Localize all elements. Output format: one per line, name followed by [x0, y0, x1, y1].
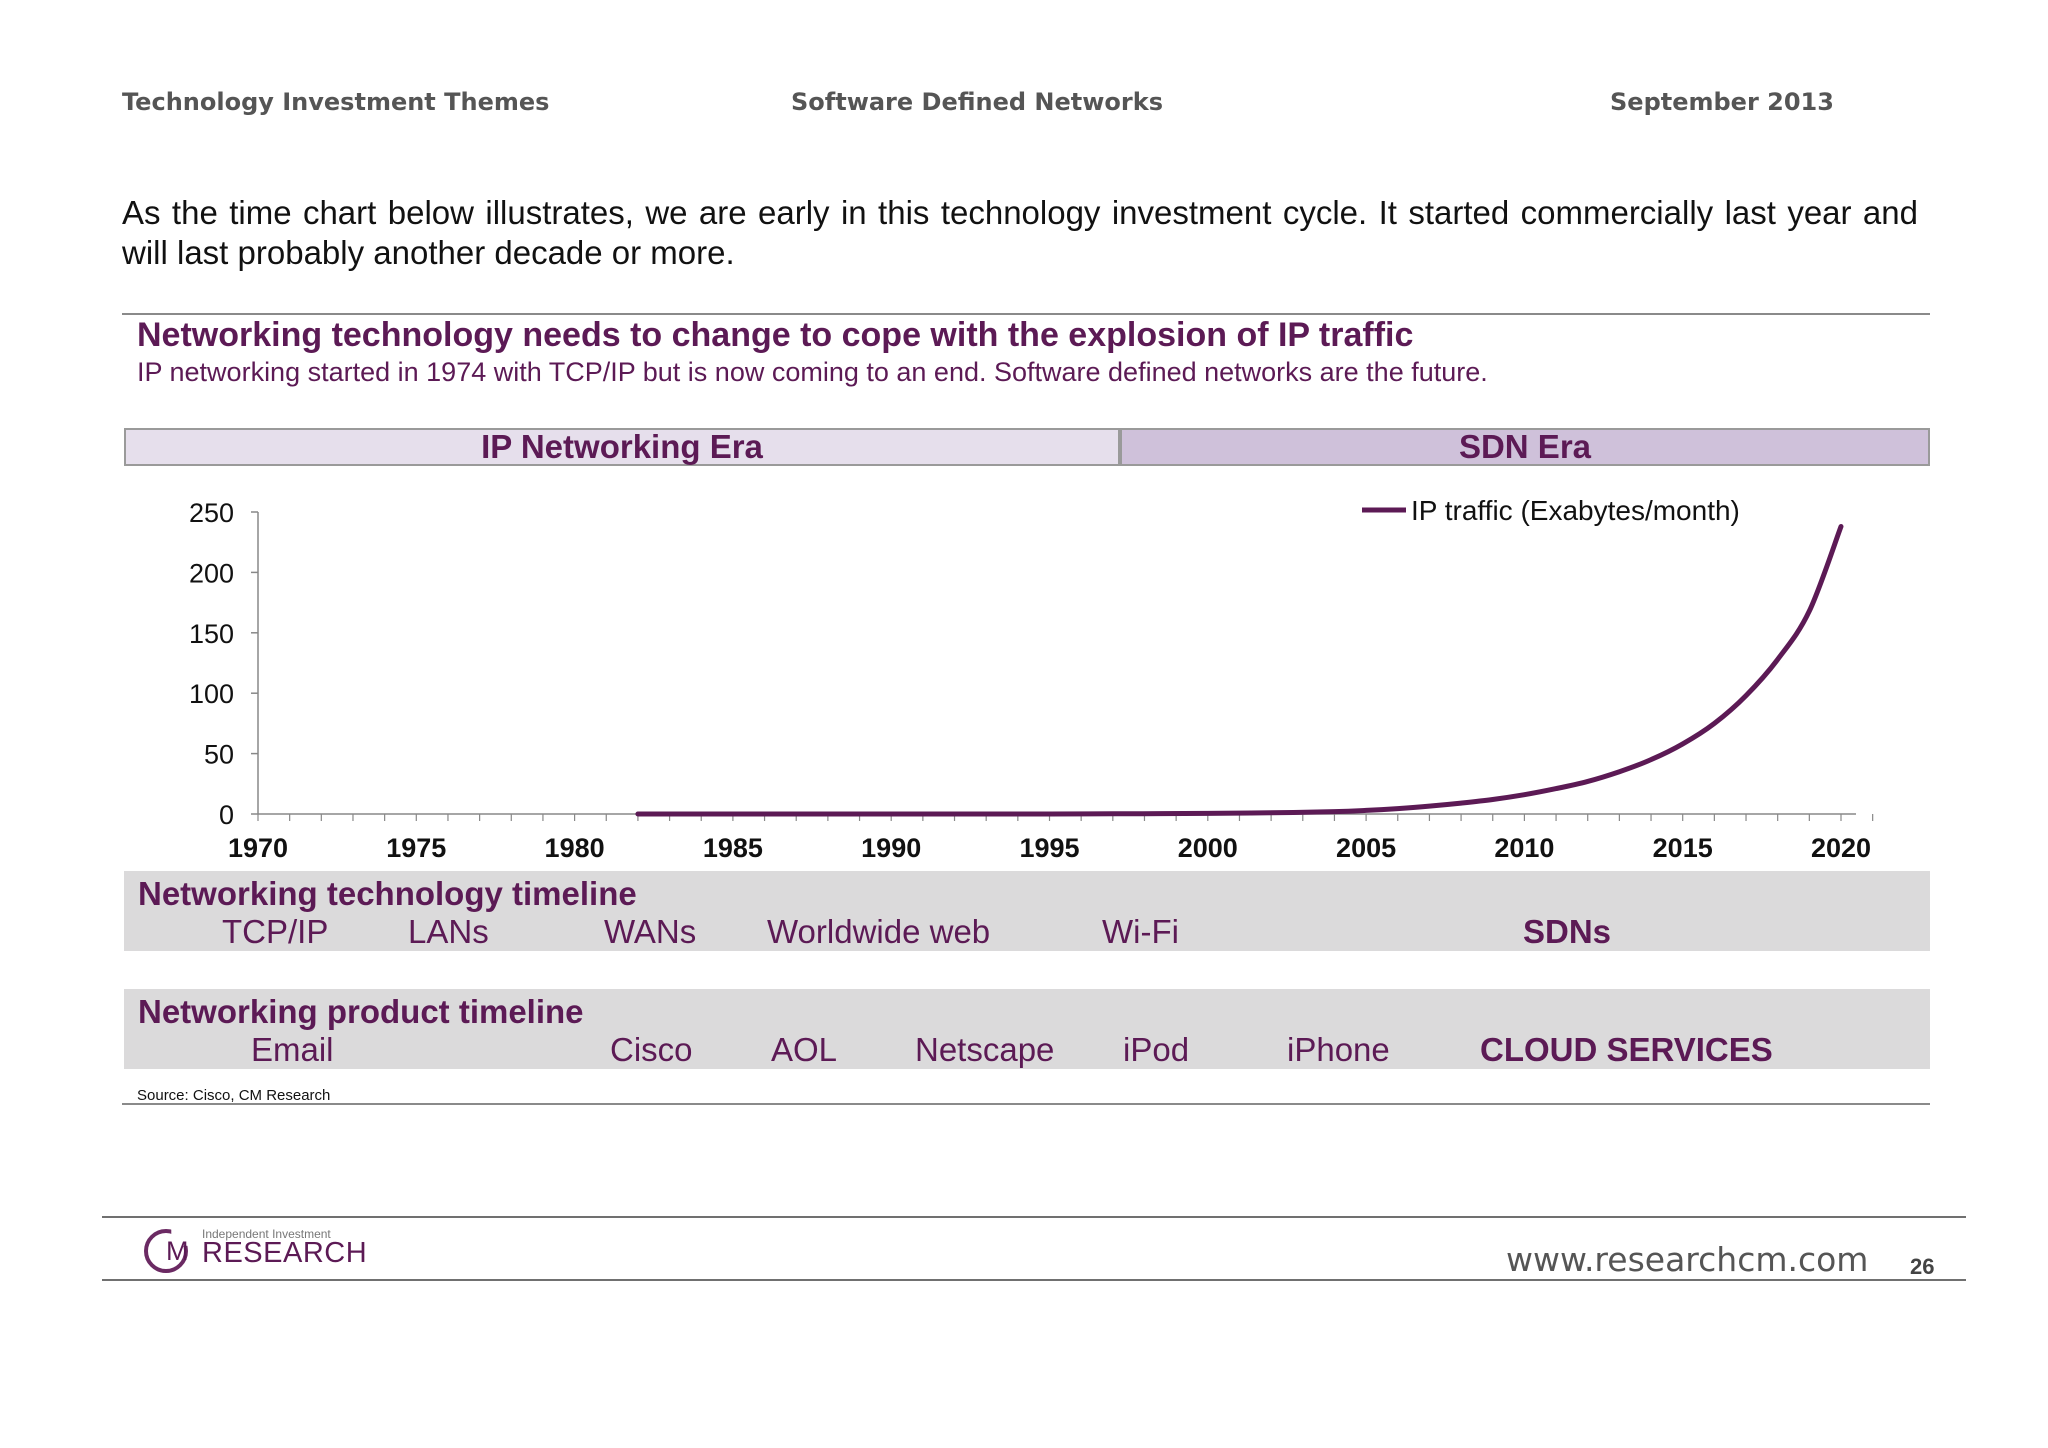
x-tick-label: 1980 — [545, 833, 605, 863]
product-item-aol: AOL — [771, 1031, 838, 1068]
product-item-cisco: Cisco — [610, 1031, 693, 1068]
logo-wordmark: RESEARCH — [202, 1237, 368, 1269]
tech-timeline-title: Networking technology timeline — [138, 875, 637, 912]
tech-item-sdns: SDNs — [1523, 913, 1612, 950]
x-tick-label: 2020 — [1811, 833, 1871, 863]
x-tick-label: 2015 — [1653, 833, 1713, 863]
product-item-iphone: iPhone — [1287, 1031, 1390, 1068]
y-tick-label: 250 — [189, 498, 234, 528]
header-left: Technology Investment Themes — [122, 88, 550, 116]
product-item-email: Email — [251, 1031, 334, 1068]
y-tick-label: 50 — [204, 740, 234, 770]
x-axis-ticks: 1970 1975 1980 1985 1990 1995 2000 2005 2010 2015… — [228, 814, 1874, 863]
product-timeline-band: Networking product timeline Email Cisco … — [124, 989, 1930, 1069]
tech-item-wans: WANs — [604, 913, 697, 950]
chart-axes — [257, 512, 1856, 815]
x-tick-label: 2000 — [1178, 833, 1238, 863]
website-link[interactable]: www.researchcm.com — [1506, 1240, 1869, 1279]
logo-tagline: Independent Investment — [202, 1227, 331, 1241]
y-tick-label: 200 — [189, 558, 234, 588]
series-line-ip-traffic — [635, 524, 1844, 817]
product-item-cloud-services: CLOUD SERVICES — [1480, 1031, 1773, 1068]
footer-bottom-rule — [102, 1279, 1966, 1281]
ip-era-label: IP Networking Era — [481, 428, 763, 465]
x-tick-label: 1995 — [1019, 833, 1079, 863]
logo-letter: M — [166, 1236, 189, 1266]
chart-legend: IP traffic (Exabytes/month) — [1362, 495, 1740, 526]
legend-label: IP traffic (Exabytes/month) — [1411, 495, 1740, 526]
x-tick-label: 1975 — [386, 833, 446, 863]
x-tick-label: 2005 — [1336, 833, 1396, 863]
tech-item-worldwide-web: Worldwide web — [767, 913, 991, 950]
chart-series — [635, 524, 1844, 817]
chart-subtitle: IP networking started in 1974 with TCP/I… — [137, 357, 1488, 387]
chart-bottom-rule — [122, 1103, 1930, 1105]
tech-timeline-band: Networking technology timeline TCP/IP LA… — [124, 871, 1930, 951]
ip-traffic-chart: 0 50 100 150 200 250 1970 1975 1980 1985 1990 1995… — [189, 495, 1874, 863]
chart-top-rule — [122, 313, 1930, 315]
tech-item-lans: LANs — [408, 913, 489, 950]
x-tick-label: 1985 — [703, 833, 763, 863]
tech-item-tcpip: TCP/IP — [222, 913, 329, 950]
product-item-netscape: Netscape — [915, 1031, 1055, 1068]
y-tick-label: 0 — [219, 800, 234, 830]
product-timeline-title: Networking product timeline — [138, 993, 584, 1030]
product-item-ipod: iPod — [1123, 1031, 1190, 1068]
x-tick-label: 1970 — [228, 833, 288, 863]
page-number: 26 — [1910, 1254, 1935, 1279]
x-tick-label: 2010 — [1494, 833, 1554, 863]
chart-source: Source: Cisco, CM Research — [137, 1087, 331, 1104]
tech-item-wifi: Wi-Fi — [1102, 913, 1179, 950]
y-tick-label: 150 — [189, 619, 234, 649]
intro-paragraph: As the time chart below illustrates, we … — [122, 194, 1918, 271]
logo-ring-icon — [144, 1229, 188, 1273]
sdn-era-banner: SDN Era — [1120, 428, 1930, 466]
sdn-era-label: SDN Era — [1458, 428, 1592, 465]
chart-title: Networking technology needs to change to… — [137, 316, 1414, 354]
footer-top-rule — [102, 1216, 1966, 1218]
y-tick-label: 100 — [189, 679, 234, 709]
ip-era-banner: IP Networking Era — [124, 428, 1120, 466]
header-center: Software Defined Networks — [791, 88, 1163, 116]
x-tick-label: 1990 — [861, 833, 921, 863]
header-right: September 2013 — [1610, 88, 1834, 116]
y-axis-ticks: 0 50 100 150 200 250 — [189, 498, 258, 830]
